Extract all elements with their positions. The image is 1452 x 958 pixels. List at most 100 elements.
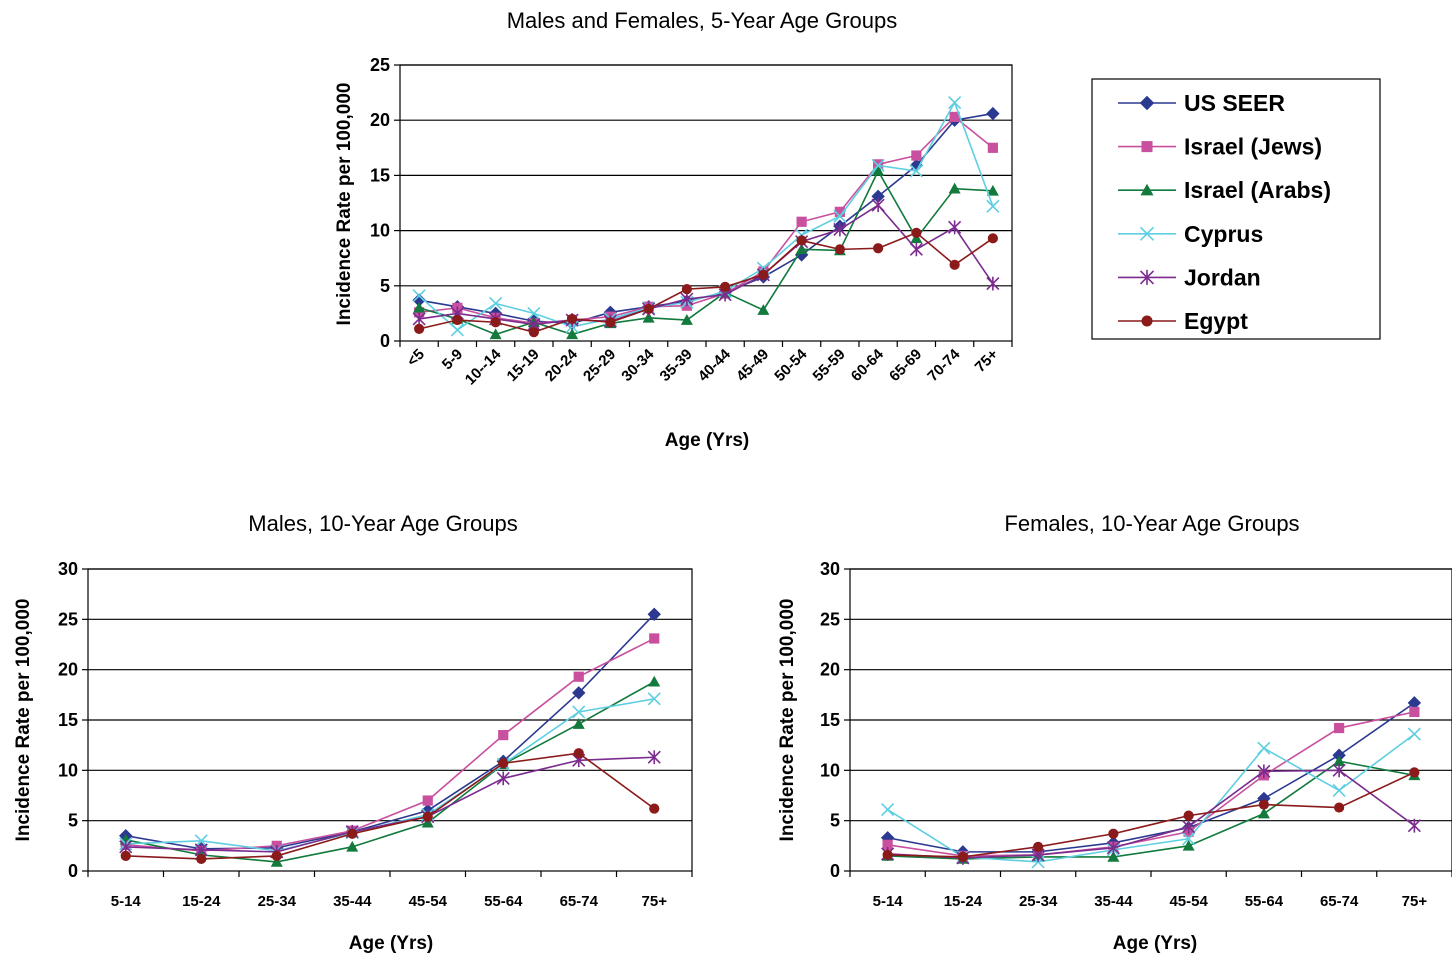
data-point	[422, 795, 433, 806]
series-line	[125, 752, 655, 860]
data-point	[489, 296, 503, 311]
y-tick-label: 25	[820, 609, 840, 629]
x-tick-label: 40-44	[695, 345, 735, 385]
legend-item: Cyprus	[1118, 221, 1263, 247]
data-point	[834, 244, 845, 255]
x-tick-label: 35-44	[1094, 893, 1133, 910]
y-tick-label: 10	[370, 221, 390, 241]
x-axis-label: Age (Yrs)	[349, 933, 433, 954]
data-point	[1106, 840, 1120, 855]
data-point	[567, 313, 578, 325]
x-tick-label: 65-74	[1320, 893, 1359, 910]
data-point	[498, 758, 509, 769]
data-point	[948, 182, 961, 194]
legend-marker	[1139, 95, 1155, 111]
y-axis-label: Incidence Rate per 100,000	[13, 599, 34, 842]
data-point	[649, 803, 660, 814]
data-point	[270, 855, 283, 867]
x-tick-label: 75+	[972, 346, 1002, 376]
legend-marker	[1139, 269, 1155, 285]
x-tick-label: 30-34	[618, 345, 658, 385]
data-point	[986, 106, 1000, 121]
data-point	[1409, 767, 1420, 778]
data-point	[986, 184, 999, 196]
x-tick-label: 25-34	[258, 893, 297, 910]
chart-title: Males, 10-Year Age Groups	[248, 511, 517, 536]
x-tick-label: 35-44	[333, 893, 372, 910]
data-point	[1257, 807, 1270, 819]
data-point	[1409, 706, 1420, 718]
x-tick-label: 50-54	[771, 345, 811, 385]
x-tick-label: 55-59	[810, 346, 849, 385]
data-point	[957, 851, 968, 863]
data-point	[347, 828, 358, 839]
legend-item: Jordan	[1118, 264, 1261, 290]
series-jordan	[119, 750, 661, 859]
data-point	[872, 164, 885, 176]
x-tick-label: 45-49	[733, 346, 772, 385]
data-point	[1183, 810, 1194, 821]
data-point	[605, 317, 616, 328]
data-point	[647, 692, 661, 706]
y-tick-label: 10	[58, 760, 78, 780]
data-point	[795, 243, 808, 255]
data-point	[572, 705, 586, 719]
y-tick-label: 0	[68, 861, 78, 881]
x-tick-label: 70-74	[924, 345, 964, 385]
legend-label: US SEER	[1184, 90, 1285, 116]
series-line	[418, 100, 994, 331]
data-point	[414, 323, 425, 334]
data-point	[1033, 841, 1044, 852]
data-point	[413, 301, 426, 313]
data-point	[496, 771, 510, 786]
series-line	[125, 681, 655, 863]
data-point	[498, 730, 509, 741]
data-point	[873, 243, 884, 254]
legend-item: Israel (Jews)	[1118, 134, 1322, 160]
series-cyprus	[119, 692, 661, 858]
data-point	[757, 304, 770, 315]
data-point	[489, 328, 502, 340]
series-group	[412, 95, 1000, 340]
data-point	[422, 811, 433, 822]
y-tick-label: 25	[370, 55, 390, 75]
data-point	[987, 233, 998, 244]
y-tick-label: 5	[380, 276, 390, 296]
y-axis-label: Incidence Rate per 100,000	[334, 83, 355, 326]
x-tick-label: 25-29	[580, 346, 619, 385]
data-point	[833, 222, 847, 237]
y-tick-label: 20	[370, 110, 390, 130]
x-tick-label: 65-69	[886, 346, 925, 385]
data-point	[1332, 783, 1346, 798]
data-point	[1257, 741, 1271, 755]
legend-marker	[1139, 226, 1155, 241]
x-tick-label: 75+	[642, 893, 668, 910]
chart-10yr-males: Males, 10-Year Age Groups 0 5 10 15 20 25 30 5…	[13, 511, 693, 954]
grid	[88, 568, 692, 822]
legend-label: Jordan	[1184, 264, 1261, 290]
x-tick-label: 55-64	[484, 893, 523, 910]
legend-marker	[1140, 183, 1154, 196]
x-axis-ticks: 5-14 15-24 25-34 35-44 45-54 55-64 65-74 75+	[87, 871, 693, 910]
data-point	[948, 95, 962, 110]
data-point	[1407, 818, 1421, 833]
data-point	[1334, 802, 1345, 813]
y-tick-label: 15	[820, 710, 840, 730]
data-point	[572, 686, 586, 700]
x-tick-label: 5-9	[439, 346, 466, 373]
y-axis-label: Incidence Rate per 100,000	[777, 599, 798, 842]
data-point	[1332, 763, 1346, 778]
series-group	[119, 607, 661, 867]
data-point	[647, 607, 661, 622]
series-line	[887, 771, 1415, 858]
data-point	[681, 284, 692, 295]
grid	[850, 568, 1452, 822]
y-axis-ticks: 0 5 10 15 20 25 30	[58, 559, 88, 881]
data-point	[834, 206, 845, 217]
data-point	[871, 158, 885, 173]
data-point	[986, 199, 1000, 213]
data-point	[648, 675, 661, 687]
data-point	[796, 235, 807, 246]
y-axis-ticks: 0 5 10 15 20 25	[370, 55, 400, 351]
series-line	[419, 204, 994, 326]
